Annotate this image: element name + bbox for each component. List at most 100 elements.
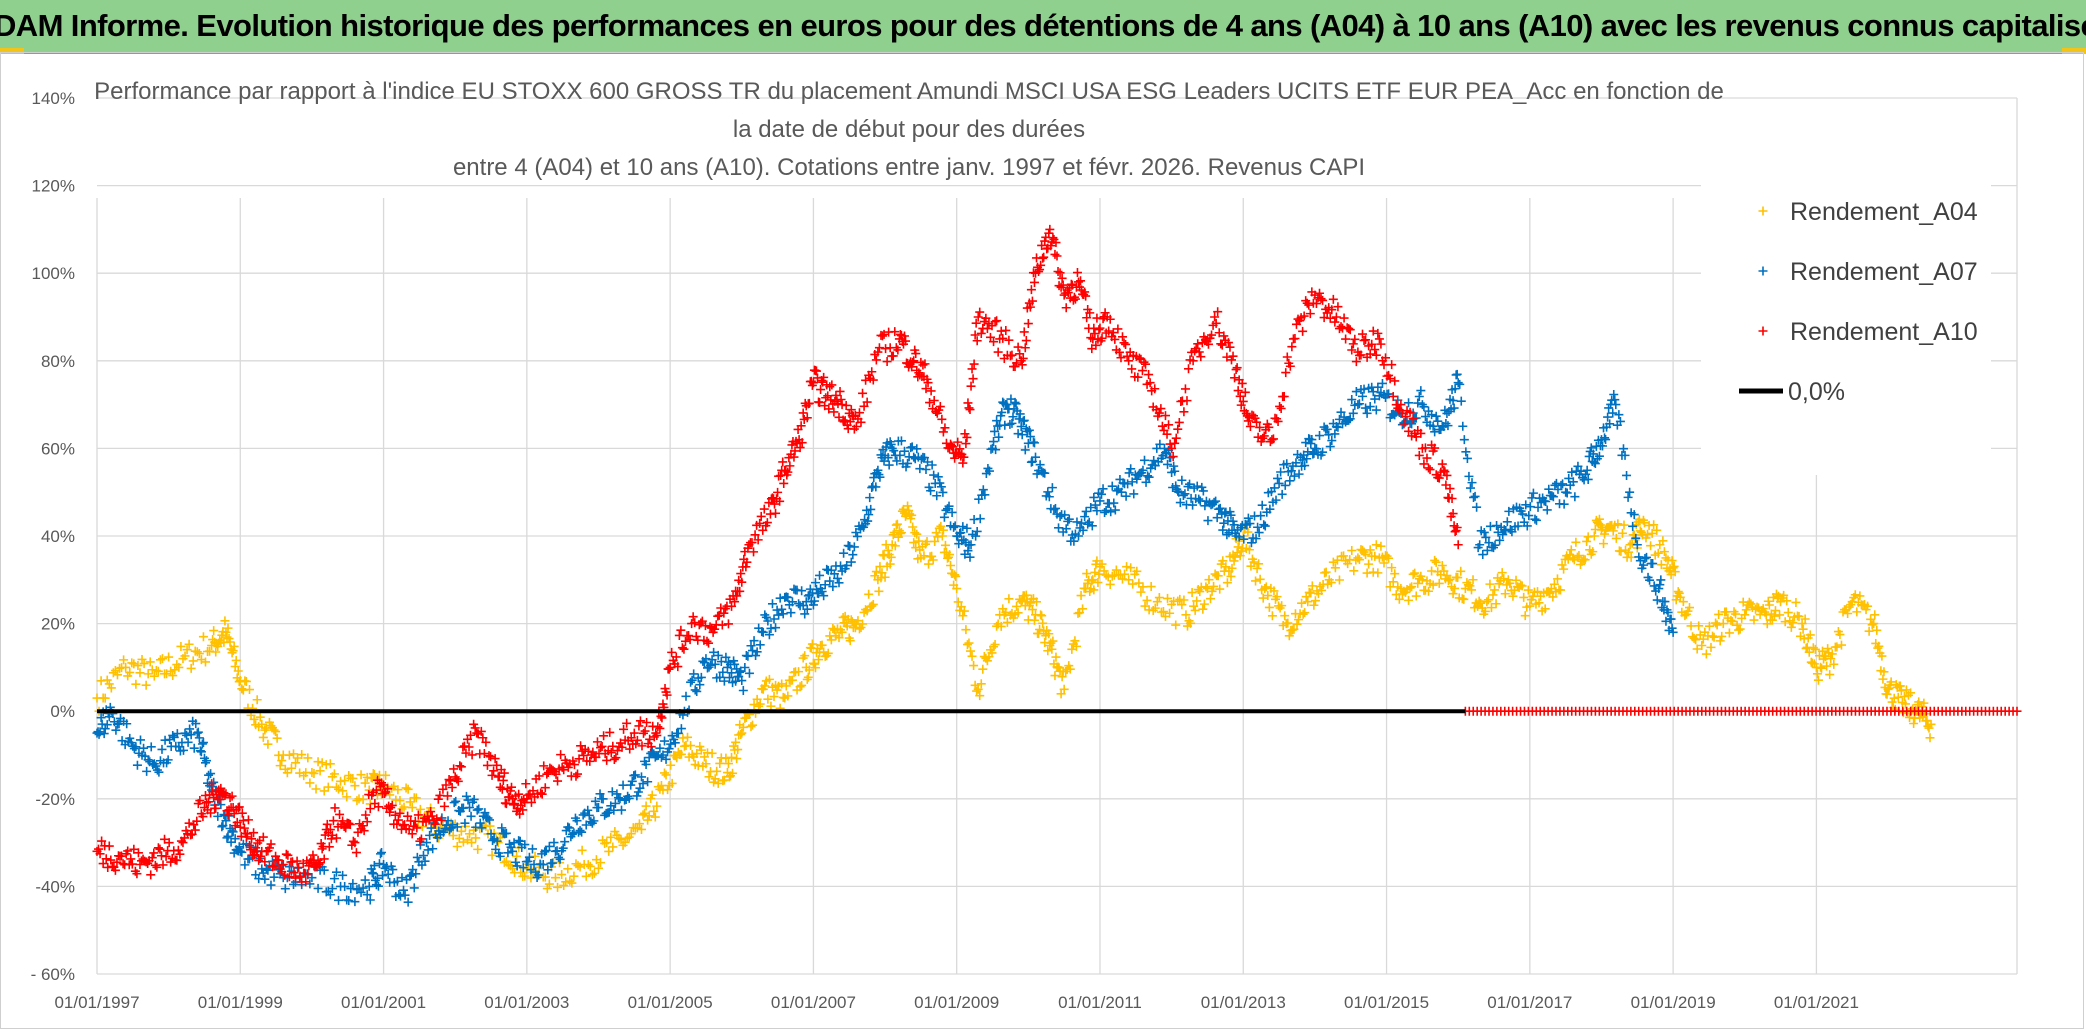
rendement-a04-point [1001,607,1011,617]
rendement-a10-point [704,638,714,648]
rendement-a07-point [635,783,645,793]
rendement-a04-point [1721,607,1731,617]
rendement-a04-point [1832,642,1842,652]
rendement-a04-point [1770,606,1780,616]
rendement-a07-point [1648,559,1658,569]
rendement-a07-point [1427,410,1437,420]
rendement-a07-point [1047,483,1057,493]
rendement-a04-point [1251,576,1261,586]
rendement-a04-point [1255,574,1265,584]
rendement-a10-point [1015,349,1025,359]
rendement-a04-point [1334,575,1344,585]
rendement-a10-point [851,422,861,431]
rendement-a07-point [808,600,818,610]
rendement-a10-point [461,748,471,758]
rendement-a10-point [292,856,302,866]
rendement-a10-point [723,619,733,629]
rendement-a04-point [1132,566,1142,576]
rendement-a07-point [1203,516,1213,526]
rendement-a10-point [923,378,933,388]
rendement-a07-point [1642,552,1652,562]
rendement-a10-point [673,662,683,672]
rendement-a07-point [617,805,627,815]
rendement-a04-point [1817,663,1827,673]
rendement-a07-point [701,654,711,664]
rendement-a04-point [748,720,758,730]
rendement-a04-point [763,694,773,704]
rendement-a07-point [638,779,648,789]
rendement-a07-point [923,457,933,467]
rendement-a04-point [1653,548,1663,558]
rendement-a07-point [369,861,379,871]
rendement-a07-point [815,570,825,580]
rendement-a04-point [1267,611,1277,621]
rendement-a04-point [600,838,610,848]
rendement-a04-point [244,685,254,695]
rendement-a04-point [1227,563,1237,573]
rendement-a10-point [1385,374,1395,384]
rendement-a07-point [706,660,716,670]
rendement-a10-point [758,525,768,535]
rendement-a04-point [1483,595,1493,605]
rendement-a04-point [871,567,881,577]
rendement-a04-point [663,785,673,795]
rendement-a04-point [1306,588,1316,598]
rendement-a10-point [911,349,921,359]
rendement-a10-point [456,762,466,772]
rendement-a10-point [846,405,856,415]
rendement-a07-point [1525,502,1535,512]
rendement-a04-point [1729,607,1739,617]
rendement-a04-point [712,766,722,776]
rendement-a10-point [324,842,334,852]
rendement-a10-point [249,828,259,838]
rendement-a07-point [1177,475,1187,485]
rendement-a07-point [185,724,195,734]
rendement-a04-point [297,750,307,760]
rendement-a04-point [723,759,733,769]
rendement-a10-point [1156,404,1166,414]
rendement-a10-point [1052,251,1062,261]
rendement-a07-point [1315,431,1325,441]
rendement-a07-point [1144,472,1154,482]
rendement-a04-point [1465,581,1475,591]
rendement-a07-point [896,436,906,446]
rendement-a10-point [395,808,405,818]
rendement-a04-point [1384,553,1394,563]
rendement-a07-point [1530,514,1540,524]
rendement-a07-point [334,895,344,905]
rendement-a04-point [149,671,159,681]
rendement-a07-point [466,811,476,821]
rendement-a04-point [1215,584,1225,594]
rendement-a10-point [1190,346,1200,356]
rendement-a04-point [275,761,285,771]
rendement-a07-point [1149,456,1159,466]
rendement-a04-point [141,680,151,690]
rendement-a07-point [1354,399,1364,409]
rendement-a04-point [1499,574,1509,584]
rendement-a10-point [1058,280,1068,290]
rendement-a07-point [1072,517,1082,527]
rendement-a04-point [1879,667,1889,677]
rendement-a07-point [1668,627,1678,637]
rendement-a10-point [976,328,986,338]
rendement-a04-point [808,658,818,668]
rendement-a04-point [842,621,852,631]
rendement-a10-point [403,811,413,821]
rendement-a07-point [767,599,777,609]
rendement-a07-point [865,493,875,503]
rendement-a04-point [401,783,411,793]
rendement-a10-point [158,860,168,870]
rendement-a10-point [950,453,960,463]
rendement-a10-point [526,797,536,807]
rendement-a04-point [1706,642,1716,652]
rendement-a10-point [1367,339,1377,349]
rendement-a07-point [1327,436,1337,446]
rendement-a07-point [1655,580,1665,590]
rendement-a04-point [487,850,497,860]
rendement-a07-point [1325,442,1335,452]
rendement-a10-point [1001,325,1011,335]
rendement-a10-point [1168,452,1178,462]
rendement-a07-point [1307,435,1317,445]
rendement-a10-point [433,794,443,804]
y-tick-label: 100% [32,264,75,283]
